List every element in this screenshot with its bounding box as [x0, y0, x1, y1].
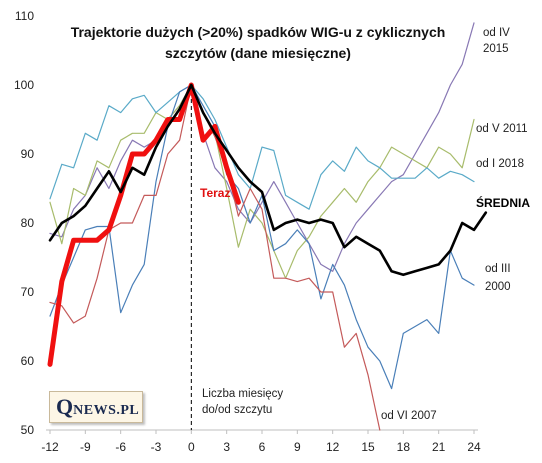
y-tick-label: 50	[21, 423, 35, 437]
y-tick-label: 110	[15, 9, 34, 23]
series-line-srednia	[48, 83, 488, 277]
x-tick-label: 15	[361, 440, 375, 454]
y-tick-label: 70	[21, 285, 35, 299]
series-line-od-vi-2007	[49, 84, 381, 431]
series-line-teraz	[47, 82, 241, 367]
x-tick-label: 6	[259, 440, 266, 454]
x-tick-label: 9	[294, 440, 301, 454]
qnews-logo-text: QNEWS.PL	[56, 396, 139, 422]
series-label-line: od I 2018	[476, 158, 524, 170]
series-label-line: 2015	[483, 43, 509, 55]
series-line-od-iii-2000	[49, 84, 475, 390]
series-label-od-i-2018: od I 2018	[476, 158, 524, 170]
series-label-od-vi-2007: od VI 2007	[381, 410, 437, 422]
logo-q: Q	[56, 394, 74, 419]
series-label-od-iii-2000: od III 2000	[485, 263, 511, 293]
series-label-od-iv-2015: od IV 2015	[483, 27, 510, 55]
series-label-srednia: ŚREDNIA	[476, 195, 530, 210]
logo-rest: NEWS.PL	[73, 403, 140, 418]
x-tick-label: 12	[326, 440, 340, 454]
series-label-line: ŚREDNIA	[476, 195, 530, 210]
axes: 50 60 70 80 90 100 110 -12 -9 -6 -3 0 3 6 9 12 15 18 21 24	[14, 9, 481, 454]
series-label-line: Teraz	[200, 186, 230, 200]
x-tick-label: 3	[223, 440, 230, 454]
x-tick-label: -9	[80, 440, 91, 454]
x-annotation-line: do/od szczytu	[202, 404, 272, 416]
chart-title-line: szczytów (dane miesięczne)	[165, 45, 351, 61]
x-tick-label: 0	[188, 440, 195, 454]
series-label-line: 2000	[485, 281, 511, 293]
chart-title-line: Trajektorie dużych (>20%) spadków WIG-u …	[71, 24, 446, 40]
series-label-line: od V 2011	[476, 123, 528, 135]
series-label-teraz: Teraz	[200, 186, 230, 200]
series-line-od-iv-2015	[49, 22, 475, 272]
x-tick-label: 21	[432, 440, 446, 454]
y-tick-label: 60	[21, 354, 35, 368]
x-tick-label: -3	[151, 440, 162, 454]
y-tick-label: 90	[21, 147, 35, 161]
series-label-line: od III	[485, 263, 511, 275]
series-line-od-v-2011	[49, 84, 475, 279]
x-tick-label: -6	[115, 440, 126, 454]
series-layer	[47, 22, 488, 431]
y-tick-label: 80	[21, 216, 35, 230]
x-tick-label: 24	[467, 440, 481, 454]
x-annotation: Liczba miesięcy do/od szczytu	[202, 388, 283, 416]
qnews-logo: QNEWS.PL	[49, 391, 143, 423]
series-line-od-i-2018	[49, 84, 475, 210]
labels-layer: Trajektorie dużych (>20%) spadków WIG-u …	[71, 24, 531, 422]
x-annotation-line: Liczba miesięcy	[202, 388, 283, 400]
chart-title: Trajektorie dużych (>20%) spadków WIG-u …	[71, 24, 446, 61]
y-tick-label: 100	[14, 78, 34, 92]
series-label-line: od VI 2007	[381, 410, 437, 422]
series-label-line: od IV	[483, 27, 510, 39]
x-tick-label: -12	[41, 440, 59, 454]
series-label-od-v-2011: od V 2011	[476, 123, 528, 135]
x-tick-label: 18	[397, 440, 411, 454]
